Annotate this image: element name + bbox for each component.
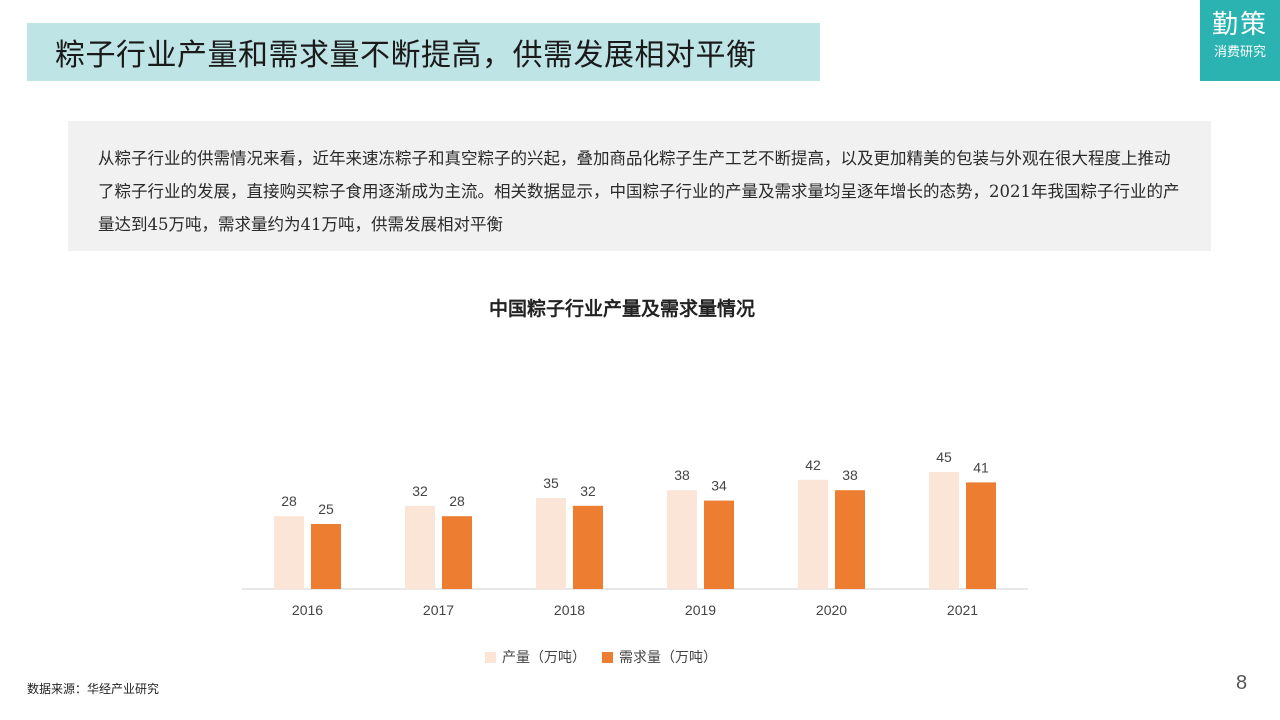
data-label-production-2018: 35 bbox=[543, 475, 559, 491]
data-label-production-2021: 45 bbox=[936, 449, 952, 465]
bar-demand-2016 bbox=[311, 524, 341, 589]
data-label-production-2016: 28 bbox=[281, 493, 297, 509]
legend-label-production: 产量（万吨） bbox=[502, 650, 586, 666]
legend-item-production: 产量（万吨） bbox=[485, 647, 586, 667]
legend-item-demand: 需求量（万吨） bbox=[602, 647, 717, 667]
data-label-demand-2020: 38 bbox=[842, 467, 858, 483]
bar-production-2021 bbox=[929, 472, 959, 589]
data-label-demand-2018: 32 bbox=[580, 483, 596, 499]
data-label-production-2019: 38 bbox=[674, 467, 690, 483]
bar-demand-2017 bbox=[442, 516, 472, 589]
data-label-demand-2016: 25 bbox=[318, 501, 334, 517]
title-banner: 粽子行业产量和需求量不断提高，供需发展相对平衡 bbox=[27, 23, 820, 81]
summary-box: 从粽子行业的供需情况来看，近年来速冻粽子和真空粽子的兴起，叠加商品化粽子生产工艺… bbox=[68, 121, 1211, 251]
legend-label-demand: 需求量（万吨） bbox=[619, 650, 717, 666]
page-title: 粽子行业产量和需求量不断提高，供需发展相对平衡 bbox=[55, 38, 757, 73]
data-label-production-2020: 42 bbox=[805, 457, 821, 473]
x-tick-label-2021: 2021 bbox=[947, 602, 978, 618]
bar-demand-2018 bbox=[573, 505, 603, 589]
x-tick-label-2019: 2019 bbox=[685, 602, 716, 618]
page-number: 8 bbox=[1236, 672, 1248, 694]
bar-production-2019 bbox=[667, 490, 697, 589]
x-tick-label-2016: 2016 bbox=[292, 602, 323, 618]
bar-production-2020 bbox=[798, 479, 828, 589]
x-tick-label-2017: 2017 bbox=[423, 602, 454, 618]
brand-logo: 勤策 消费研究 bbox=[1200, 0, 1280, 81]
chart-title: 中国粽子行业产量及需求量情况 bbox=[488, 298, 755, 320]
logo-sub-text: 消费研究 bbox=[1213, 45, 1266, 60]
data-label-demand-2019: 34 bbox=[711, 478, 727, 494]
legend-swatch-demand bbox=[602, 651, 613, 663]
legend-swatch-production bbox=[485, 651, 496, 663]
data-source: 数据来源：华经产业研究 bbox=[27, 682, 160, 696]
bar-production-2017 bbox=[405, 505, 435, 589]
summary-text: 从粽子行业的供需情况来看，近年来速冻粽子和真空粽子的兴起，叠加商品化粽子生产工艺… bbox=[98, 149, 1180, 234]
data-label-demand-2021: 41 bbox=[973, 459, 989, 475]
bar-production-2018 bbox=[536, 498, 566, 589]
data-label-demand-2017: 28 bbox=[449, 493, 465, 509]
data-label-production-2017: 32 bbox=[412, 483, 428, 499]
bar-demand-2019 bbox=[704, 500, 734, 589]
x-tick-label-2020: 2020 bbox=[816, 602, 847, 618]
bar-demand-2021 bbox=[966, 482, 996, 589]
bar-demand-2020 bbox=[835, 490, 865, 589]
bar-production-2016 bbox=[274, 516, 304, 589]
logo-brand-text: 勤策 bbox=[1211, 10, 1268, 40]
chart-legend: 产量（万吨） 需求量（万吨） bbox=[485, 647, 733, 667]
x-tick-label-2018: 2018 bbox=[554, 602, 585, 618]
